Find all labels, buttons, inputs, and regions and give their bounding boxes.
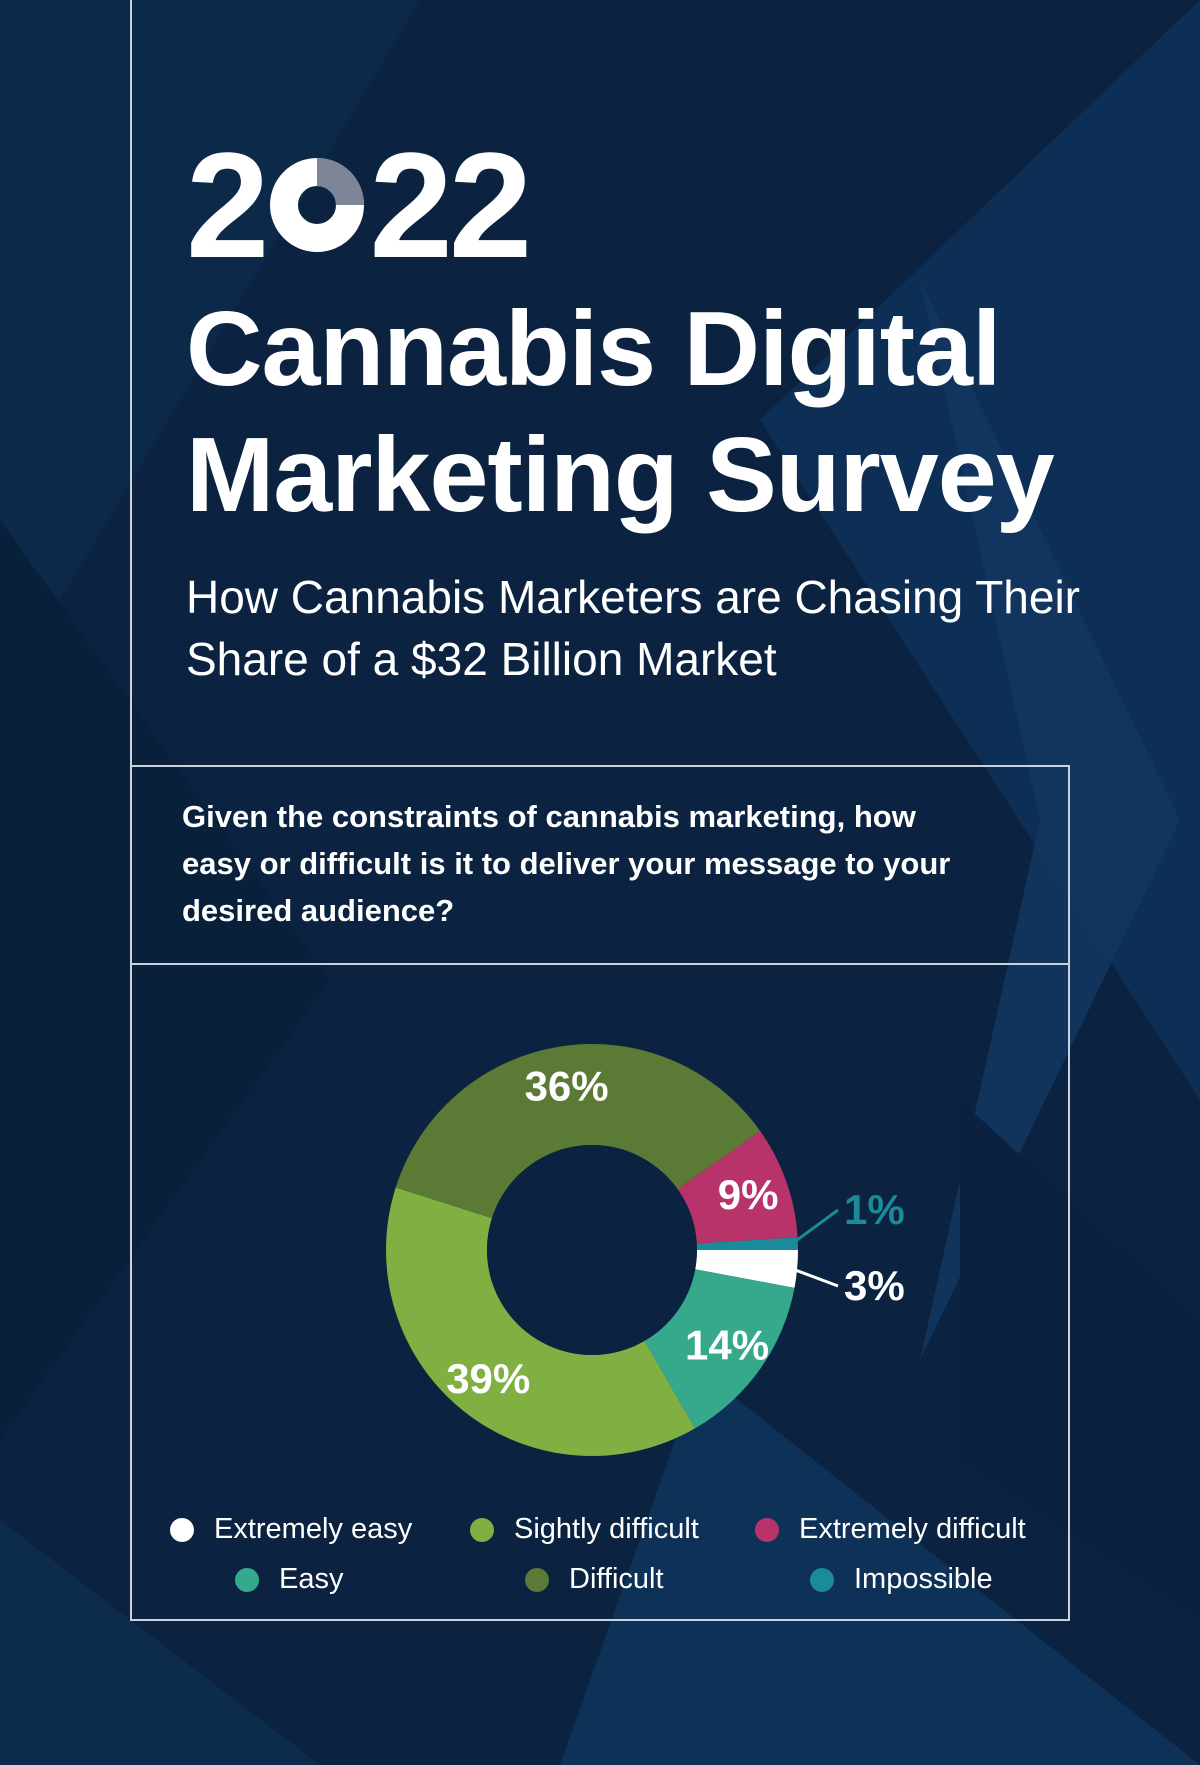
legend-item: Extremely difficult — [755, 1513, 1026, 1546]
slice-extremely-easy — [695, 1250, 798, 1288]
survey-question: Given the constraints of cannabis market… — [182, 799, 951, 928]
slice-extremely-difficult — [677, 1130, 798, 1244]
legend-swatch — [170, 1517, 194, 1542]
legend-label: Easy — [279, 1563, 344, 1595]
donut-hole — [487, 1145, 697, 1355]
chart-legend: Extremely easy Sightly difficult Extremely… — [132, 965, 1072, 1623]
leader-line-extremely-easy — [790, 1267, 839, 1288]
legend-item: Extremely easy — [170, 1513, 412, 1546]
legend-label: Sightly difficult — [514, 1513, 699, 1545]
legend-item: Easy — [235, 1563, 343, 1596]
page-title: Cannabis Digital Marketing Survey — [186, 290, 1055, 534]
legend-item: Impossible — [810, 1563, 993, 1596]
year-digit-first: 2 — [186, 121, 269, 289]
chart-box: 3% 14% 39% 36% 9% 1% Extremely easy Sightly di… — [130, 963, 1070, 1621]
slice-label-impossible: 1% — [844, 1186, 905, 1233]
legend-swatch — [235, 1567, 259, 1592]
donut-chart: 3% 14% 39% 36% 9% 1% — [386, 1044, 905, 1456]
legend-swatch — [525, 1567, 549, 1592]
legend-item: Difficult — [525, 1563, 664, 1596]
legend-swatch — [755, 1517, 779, 1542]
slice-slightly-difficult — [386, 1187, 695, 1456]
legend-swatch — [810, 1567, 834, 1592]
legend-label: Extremely difficult — [799, 1513, 1026, 1545]
year-heading: 2 22 — [186, 121, 532, 289]
question-box: Given the constraints of cannabis market… — [130, 765, 1070, 965]
slice-difficult — [395, 1044, 761, 1219]
slice-label-difficult: 36% — [525, 1062, 609, 1109]
slice-easy — [644, 1269, 795, 1429]
slice-label-slightly-difficult: 39% — [446, 1355, 530, 1402]
leader-line-impossible — [791, 1208, 839, 1246]
slice-label-extremely-difficult: 9% — [718, 1171, 779, 1218]
legend-label: Impossible — [854, 1563, 993, 1595]
frame-left-line — [130, 0, 132, 765]
legend-label: Extremely easy — [214, 1513, 413, 1545]
year-digit-rest: 22 — [369, 121, 532, 289]
page-subtitle: How Cannabis Marketers are Chasing Their… — [186, 571, 1080, 685]
slice-impossible — [696, 1237, 798, 1250]
slice-label-easy: 14% — [685, 1322, 769, 1369]
legend-swatch — [470, 1517, 494, 1542]
legend-label: Difficult — [569, 1563, 664, 1595]
pie-zero-icon — [270, 158, 365, 252]
legend-item: Sightly difficult — [470, 1513, 699, 1546]
slice-label-extremely-easy: 3% — [844, 1262, 905, 1309]
